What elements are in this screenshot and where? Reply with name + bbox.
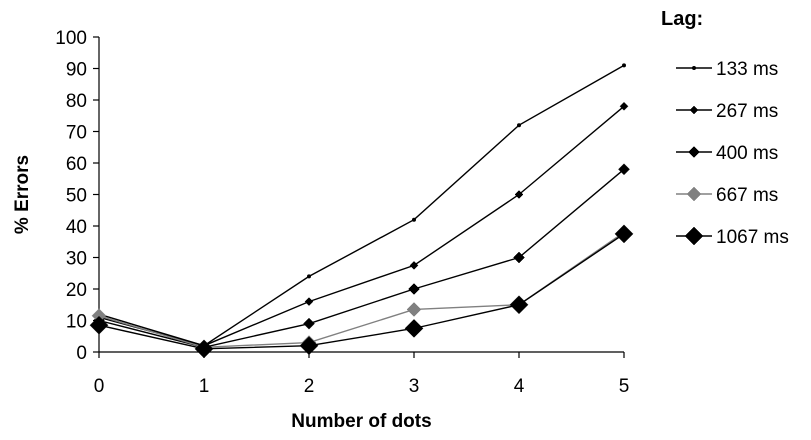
x-tick-label: 5 <box>619 376 630 397</box>
data-point <box>692 66 696 70</box>
legend-title: Lag: <box>661 8 703 30</box>
x-tick-label: 1 <box>199 376 210 397</box>
series-layer <box>89 63 634 359</box>
data-point <box>406 302 422 317</box>
data-point <box>89 315 109 335</box>
y-tick-label: 100 <box>55 28 87 49</box>
y-tick-label: 50 <box>66 186 87 207</box>
y-tick-label: 10 <box>66 312 87 333</box>
legend-label: 133 ms <box>716 59 778 80</box>
data-point <box>622 63 626 68</box>
y-tick-label: 70 <box>66 123 87 144</box>
series-line <box>98 168 625 348</box>
series-2 <box>93 163 630 354</box>
legend-label: 667 ms <box>716 185 778 206</box>
y-axis-title: % Errors <box>12 155 33 234</box>
data-point <box>618 163 630 176</box>
legend-item: 133 ms <box>676 59 778 80</box>
x-tick-label: 3 <box>409 376 420 397</box>
data-point <box>303 317 315 330</box>
axes-layer: 0 10 20 30 40 50 60 70 80 90 100 0 1 2 3 4 5 Number of do… <box>12 28 629 432</box>
legend-item: 267 ms <box>676 101 778 122</box>
y-tick-label: 20 <box>66 280 87 301</box>
series-1 <box>94 101 629 351</box>
legend-label: 267 ms <box>716 101 778 122</box>
y-tick-label: 40 <box>66 217 87 238</box>
data-point <box>686 186 702 202</box>
x-tick-label: 2 <box>304 376 315 397</box>
x-axis-title: Number of dots <box>291 411 431 432</box>
y-tick-label: 90 <box>66 60 87 81</box>
legend: Lag: 133 ms 267 ms 400 ms 667 ms 1067 ms <box>661 8 789 248</box>
legend-label: 400 ms <box>716 143 778 164</box>
data-point <box>514 190 524 199</box>
x-tick-label: 0 <box>94 376 105 397</box>
data-point <box>517 123 521 128</box>
legend-item: 1067 ms <box>676 226 789 248</box>
data-point <box>304 297 314 306</box>
series-line <box>98 231 625 348</box>
legend-item: 667 ms <box>676 185 778 206</box>
data-point <box>614 224 634 244</box>
data-point <box>513 251 525 264</box>
data-point <box>412 217 416 222</box>
data-point <box>509 295 529 315</box>
data-point <box>194 339 214 359</box>
series-line <box>98 64 625 347</box>
data-point <box>404 319 424 338</box>
series-4 <box>89 224 634 359</box>
data-point <box>307 274 311 279</box>
legend-item: 400 ms <box>676 143 778 164</box>
series-line <box>98 105 625 347</box>
y-tick-label: 0 <box>76 343 87 364</box>
data-point <box>299 336 319 356</box>
series-line <box>98 233 625 350</box>
data-point <box>619 101 629 111</box>
series-3 <box>91 224 632 355</box>
data-point <box>689 105 699 115</box>
data-point <box>409 261 419 270</box>
data-point <box>408 283 420 295</box>
legend-label: 1067 ms <box>716 227 789 248</box>
y-tick-label: 80 <box>66 91 87 112</box>
series-0 <box>97 63 626 348</box>
data-point <box>684 226 704 246</box>
data-point <box>688 146 700 158</box>
y-tick-label: 30 <box>66 249 87 270</box>
y-tick-label: 60 <box>66 154 87 175</box>
x-tick-label: 4 <box>514 376 525 397</box>
